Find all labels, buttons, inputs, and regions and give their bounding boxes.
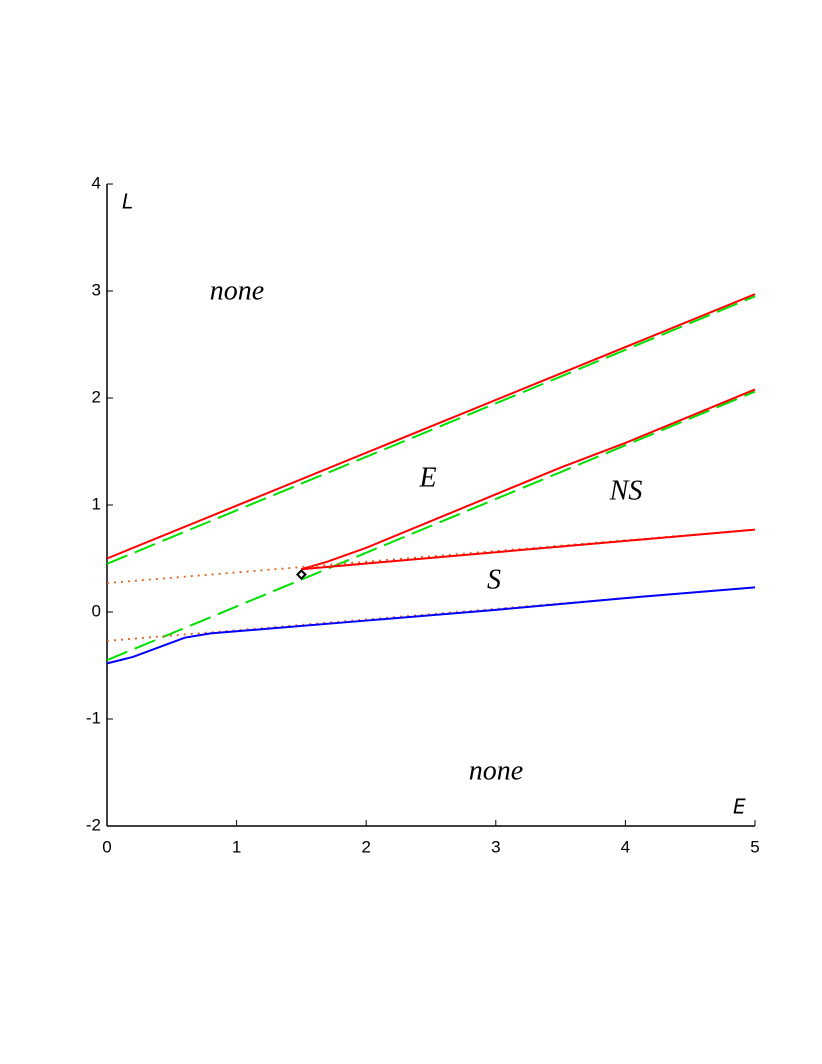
x-tick-label: 0: [102, 837, 111, 856]
marker: [295, 569, 307, 580]
x-tick-label: 2: [361, 837, 370, 856]
y-axis-label: L: [122, 190, 133, 214]
y-tick-label: 4: [92, 173, 101, 192]
y-tick-label: 3: [92, 280, 101, 299]
x-tick-label: 3: [491, 837, 500, 856]
y-tick-label: -1: [86, 708, 101, 727]
y-tick-label: -2: [86, 815, 101, 834]
x-tick-label: 1: [232, 837, 241, 856]
region-label: S: [487, 564, 501, 595]
y-tick-label: 0: [92, 601, 101, 620]
series-line: [106, 295, 756, 565]
series-line: [301, 388, 756, 571]
region-label: none: [469, 755, 523, 786]
series-line: [301, 528, 756, 571]
series-line: [106, 293, 756, 560]
x-tick-label: 5: [750, 837, 759, 856]
series-line: [106, 390, 756, 662]
y-tick-label: 2: [92, 387, 101, 406]
series-line: [106, 586, 756, 665]
region-label: none: [210, 275, 264, 306]
y-tick-label: 1: [92, 494, 101, 513]
region-label: E: [418, 462, 436, 493]
region-label: NS: [609, 475, 643, 506]
x-tick-label: 4: [621, 837, 630, 856]
x-axis-label: E: [733, 795, 746, 819]
